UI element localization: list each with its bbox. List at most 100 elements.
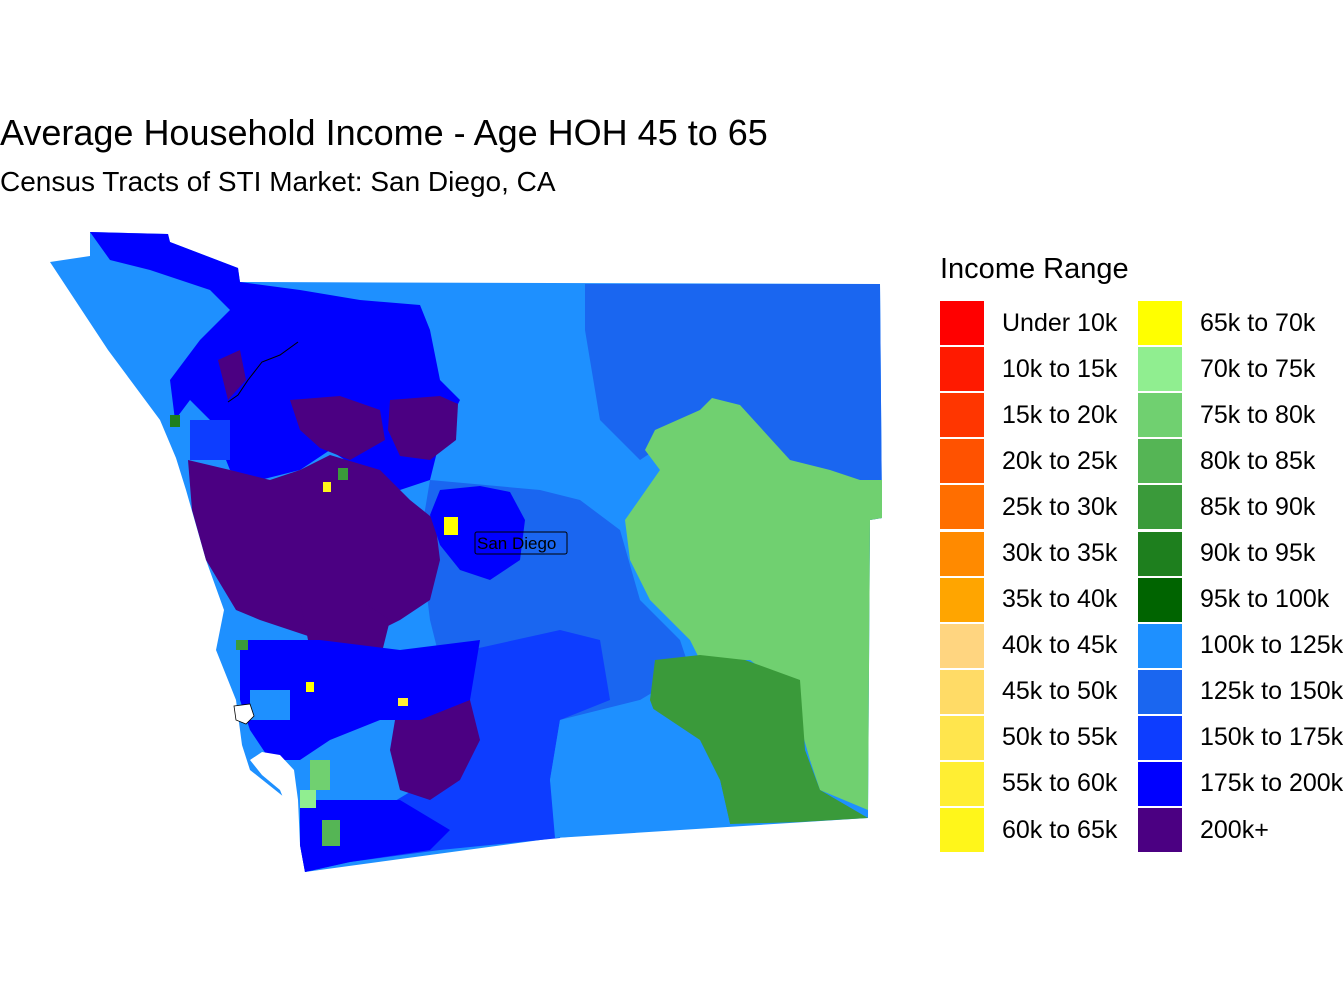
legend-label: 45k to 50k [1002,677,1118,706]
legend-swatch [1138,761,1182,806]
legend-label: 25k to 30k [1002,492,1118,521]
urban-tract-green-b [170,415,180,427]
legend-swatch [1138,439,1182,484]
river-line [227,341,299,403]
urban-tract-blue-a [250,690,290,720]
legend-label: 95k to 100k [1200,585,1330,614]
legend-swatch [1138,715,1182,760]
urban-tract-green-c [236,640,248,650]
urban-tract-lightgreen [300,790,316,808]
region-inland-175 [430,486,525,580]
legend-item: 95k to 100k [1138,577,1344,623]
mission-bay [233,703,255,725]
legend-swatch [1138,393,1182,438]
legend-swatch [1138,347,1182,392]
legend-swatch [940,347,984,392]
legend-swatch [1138,669,1182,714]
legend-item: 35k to 40k [940,577,1138,623]
legend-label: 85k to 90k [1200,492,1316,521]
legend-item: 90k to 95k [1138,530,1344,576]
county-regions [50,232,882,872]
legend-label: 200k+ [1200,815,1269,844]
legend-swatch [1138,577,1182,622]
legend-item: 60k to 65k [940,807,1138,853]
legend-swatch [940,761,984,806]
legend-swatch [1138,623,1182,668]
region-coastal-200 [188,455,440,640]
legend-item: 25k to 30k [940,484,1138,530]
legend-item: 125k to 150k [1138,669,1344,715]
region-north-200-c [218,350,246,400]
legend-label: 150k to 175k [1200,723,1344,752]
legend-label: 175k to 200k [1200,769,1344,798]
legend-swatch [940,577,984,622]
legend-item: 65k to 70k [1138,300,1344,346]
legend-item: Under 10k [940,300,1138,346]
urban-tract-yellow-a [444,517,458,535]
legend-title: Income Range [940,253,1129,285]
legend-item: 45k to 50k [940,669,1138,715]
legend-label: 30k to 35k [1002,539,1118,568]
legend-label: 90k to 95k [1200,539,1316,568]
urban-tract-green-d [310,760,330,790]
legend-label: 55k to 60k [1002,769,1118,798]
legend-label: 35k to 40k [1002,585,1118,614]
legend-label: 15k to 20k [1002,400,1118,429]
legend-label: 125k to 150k [1200,677,1344,706]
city-marker: San Diego [474,531,568,555]
map-title: Average Household Income - Age HOH 45 to… [0,112,768,153]
legend: Income Range Under 10k 10k to 15k 15k to 2… [940,253,1344,853]
urban-tract-yellow-d [398,698,408,706]
legend-label: 75k to 80k [1200,400,1316,429]
legend-item: 175k to 200k [1138,761,1344,807]
legend-swatch [1138,485,1182,530]
region-east-green [625,398,882,810]
legend-item: 10k to 15k [940,346,1138,392]
region-north-200-a [290,396,385,460]
urban-tract-green-a [338,468,348,480]
urban-tract-yellow-c [306,682,314,692]
urban-tract-green-e [322,820,340,846]
urban-tract-blue-b [190,420,230,460]
legend-item: 20k to 25k [940,438,1138,484]
legend-label: Under 10k [1002,308,1118,337]
legend-item: 70k to 75k [1138,346,1344,392]
legend-label: 100k to 125k [1200,631,1344,660]
map-subtitle: Census Tracts of STI Market: San Diego, … [0,166,556,197]
legend-label: 20k to 25k [1002,446,1118,475]
legend-swatch [940,531,984,576]
legend-swatch [940,715,984,760]
region-northeast [585,284,882,700]
region-southeast-green [650,655,868,824]
legend-swatch [1138,808,1182,853]
legend-swatch [940,393,984,438]
legend-swatch [940,301,984,346]
legend-swatch [1138,301,1182,346]
san-diego-bay [250,752,300,845]
legend-item: 15k to 20k [940,392,1138,438]
region-south-175 [300,800,450,872]
legend-swatch [940,808,984,853]
legend-item: 200k+ [1138,807,1344,853]
legend-label: 80k to 85k [1200,446,1316,475]
city-label: San Diego [477,534,556,553]
legend-item: 75k to 80k [1138,392,1344,438]
legend-item: 100k to 125k [1138,623,1344,669]
legend-label: 70k to 75k [1200,354,1316,383]
legend-swatch [940,623,984,668]
legend-label: 65k to 70k [1200,308,1316,337]
legend-swatch [940,669,984,714]
legend-item: 40k to 45k [940,623,1138,669]
legend-swatch [1138,531,1182,576]
legend-item: 150k to 175k [1138,715,1344,761]
urban-tract-yellow-b [323,482,331,492]
region-mid-175 [240,640,480,760]
region-north-200-b [388,396,458,460]
legend-item: 50k to 55k [940,715,1138,761]
legend-label: 10k to 15k [1002,354,1118,383]
legend-swatch [940,439,984,484]
choropleth-map: San Diego [50,232,882,872]
legend-item: 85k to 90k [1138,484,1344,530]
legend-swatch [940,485,984,530]
city-label-box [474,531,568,555]
